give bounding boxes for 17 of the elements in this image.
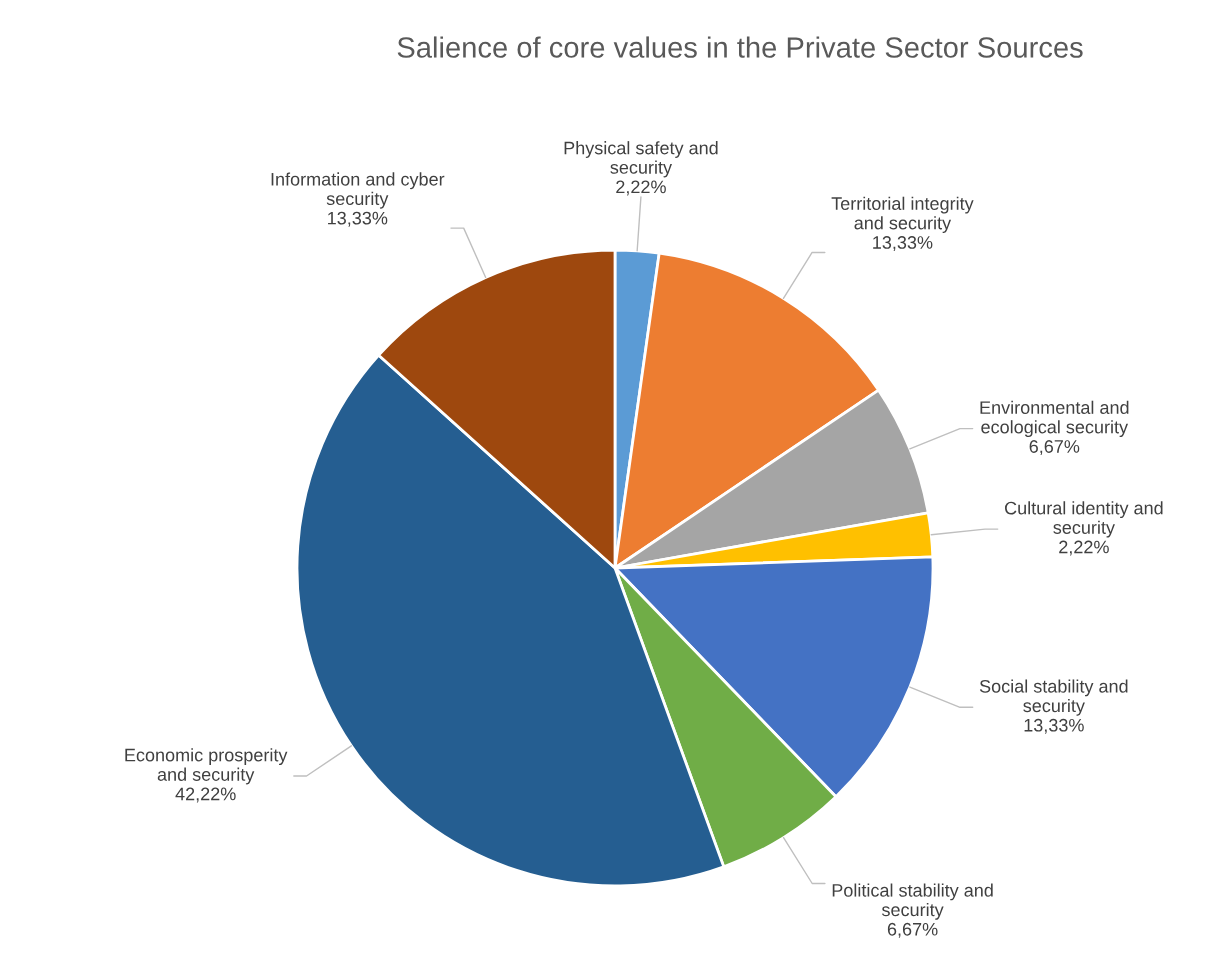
data-label: 2,22% [616, 180, 666, 196]
slice-label: Cultural identity and security [1005, 501, 1163, 538]
slice-label: Economic prosperity and security [125, 748, 288, 785]
data-label: 2,22% [1059, 540, 1109, 556]
data-label: 42,22% [175, 787, 236, 803]
data-label: 6,67% [887, 922, 938, 938]
data-label: 6,67% [1029, 440, 1080, 456]
data-label: 13,33% [873, 236, 933, 251]
slice-label: Political stability and security [832, 883, 993, 920]
slice-label: Territorial integrity and security [831, 196, 974, 233]
data-label: 13,33% [328, 211, 388, 227]
slice-label: Physical safety and security [564, 141, 718, 178]
slice-label: Environmental and ecological security [980, 400, 1129, 437]
data-label: 13,33% [1024, 718, 1084, 734]
slice-label: Information and cyber security [271, 172, 445, 209]
slice-label: Social stability and security [979, 679, 1128, 716]
chart-title: Salience of core values in the Private Sector Sources [397, 36, 1083, 58]
